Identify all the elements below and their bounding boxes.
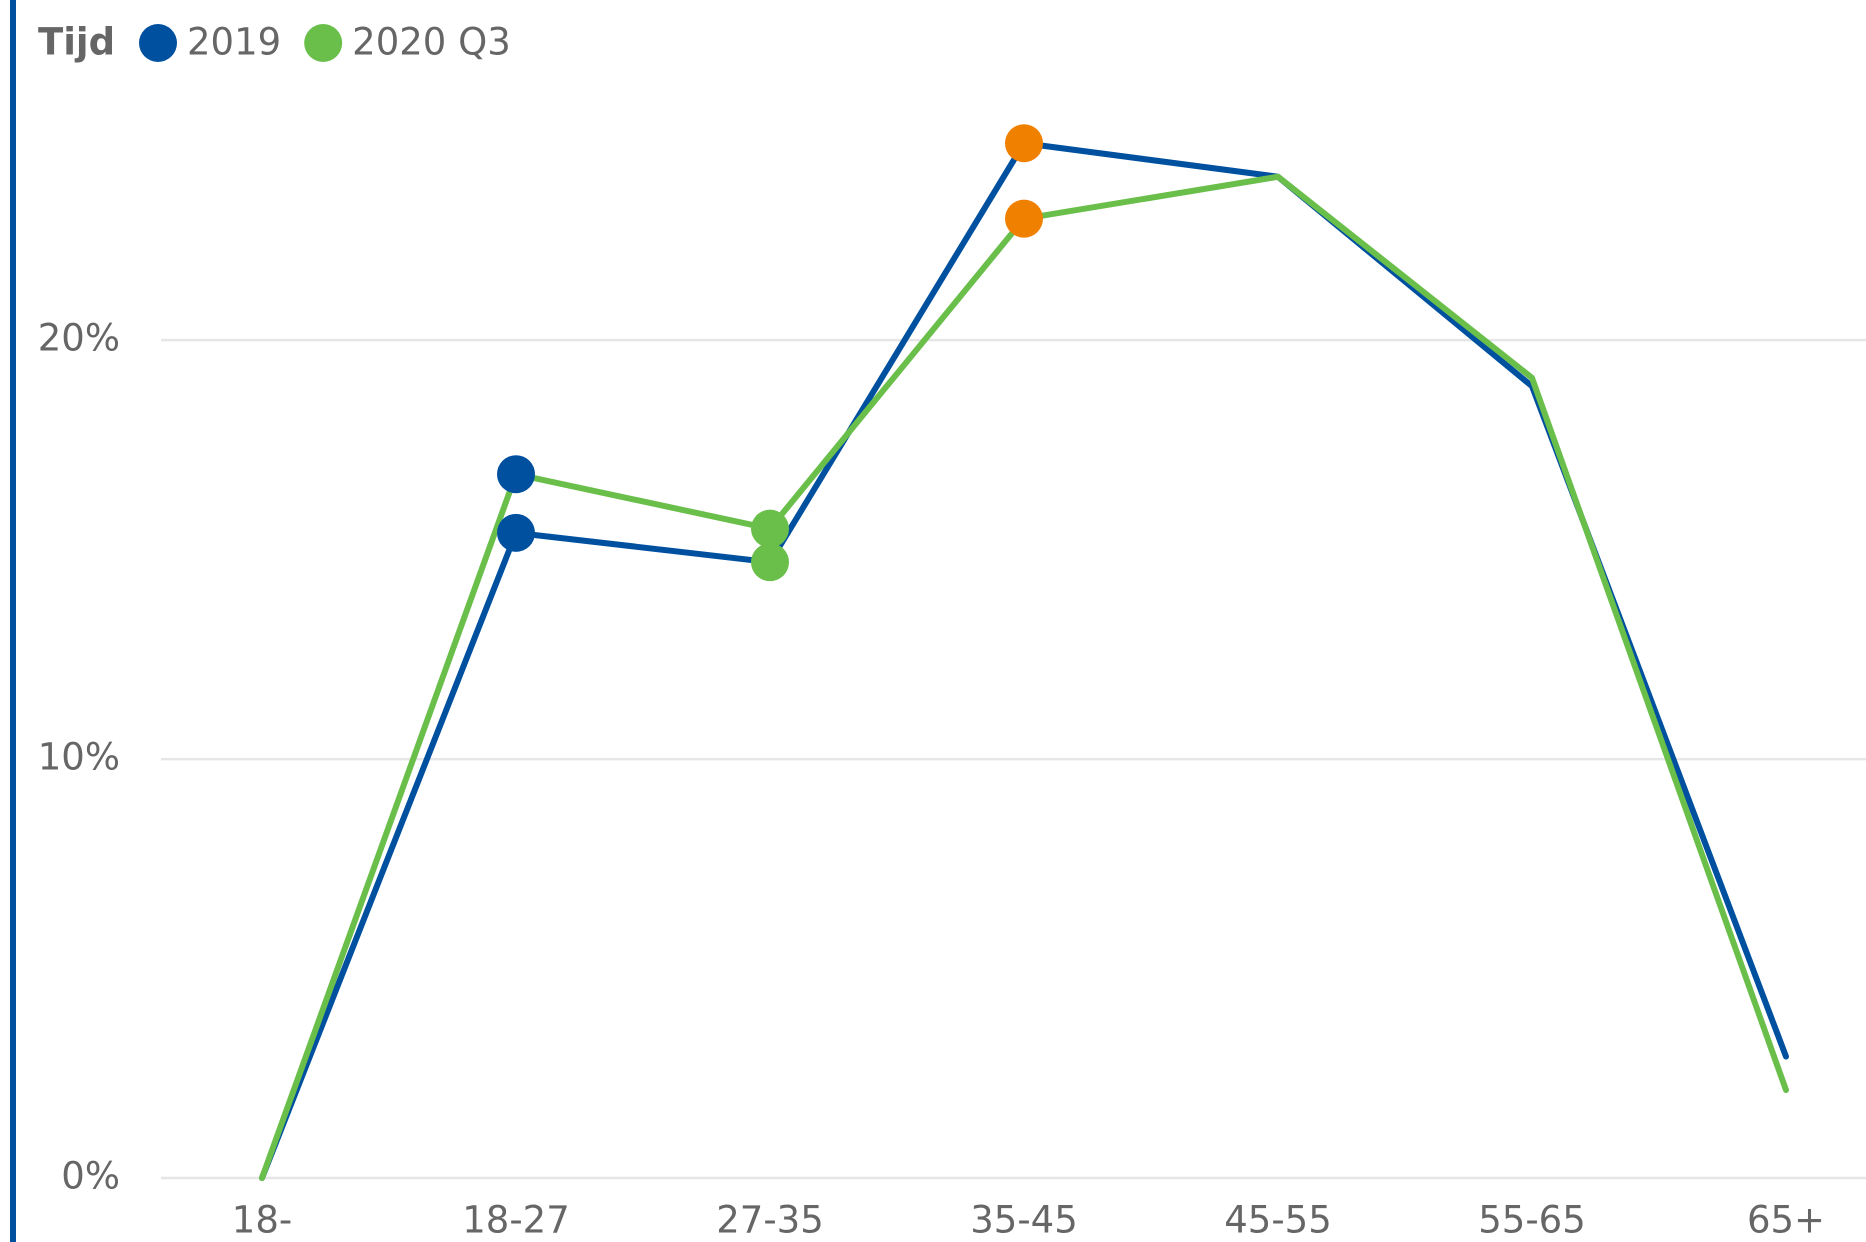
x-tick-label: 65+ bbox=[1747, 1199, 1825, 1242]
series-line bbox=[259, 140, 1789, 1181]
legend-label: 2020 Q3 bbox=[352, 21, 511, 64]
data-point bbox=[497, 513, 535, 552]
series-line bbox=[259, 173, 1789, 1181]
x-tick-label: 35-45 bbox=[970, 1199, 1078, 1242]
data-point bbox=[497, 455, 535, 494]
x-tick-label: 27-35 bbox=[716, 1199, 824, 1242]
x-tick-label: 18- bbox=[232, 1199, 292, 1242]
y-tick-label: 20% bbox=[38, 317, 120, 360]
data-point bbox=[1005, 124, 1043, 163]
x-tick-label: 45-55 bbox=[1224, 1199, 1332, 1242]
y-tick-label: 10% bbox=[38, 736, 120, 779]
data-point bbox=[1005, 199, 1043, 238]
data-point bbox=[751, 509, 789, 548]
legend-marker bbox=[304, 24, 343, 62]
y-tick-label: 0% bbox=[61, 1155, 120, 1198]
data-point bbox=[751, 543, 789, 582]
legend-marker bbox=[139, 24, 177, 62]
x-tick-label: 18-27 bbox=[462, 1199, 570, 1242]
legend-title: Tijd bbox=[38, 21, 115, 64]
x-tick-label: 55-65 bbox=[1478, 1199, 1586, 1242]
legend-label: 2019 bbox=[187, 21, 281, 64]
accent-bar bbox=[10, 0, 16, 1242]
